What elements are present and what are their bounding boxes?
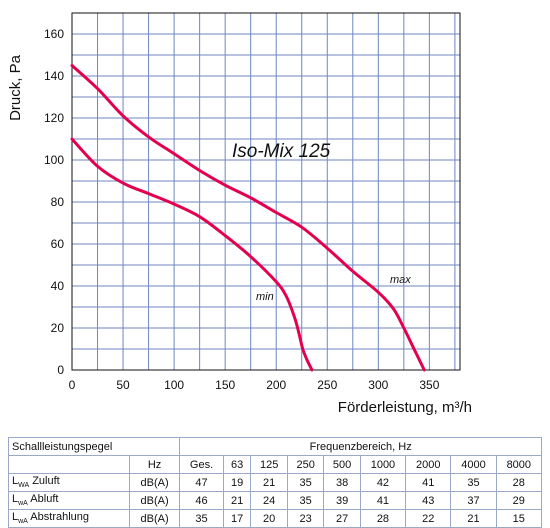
row-unit: dB(A) (128, 473, 181, 492)
frequency-column-header: 250 (286, 455, 325, 474)
table-cell-value: 47 (179, 473, 224, 492)
table-row: LwA Abstrahlung dB(A) 35 17 20 23 27 28 22 21 15 (8, 509, 543, 528)
table-title: Schallleistungspegel (7, 437, 181, 456)
frequency-column-header: 125 (250, 455, 288, 474)
x-tick-label: 0 (69, 378, 76, 392)
table-cell-value: 28 (359, 509, 407, 528)
table-cell-value: 15 (495, 509, 543, 528)
row-unit: dB(A) (128, 509, 181, 528)
x-tick-label: 200 (266, 378, 286, 392)
x-tick-label: 250 (317, 378, 337, 392)
row-label: LwA Abluft (8, 491, 130, 510)
frequency-column-header: 8000 (495, 455, 543, 474)
y-tick-label: 80 (51, 195, 65, 209)
frequency-column-header: 1000 (359, 455, 407, 474)
y-tick-label: 20 (51, 321, 65, 335)
unit-header: Hz (128, 455, 181, 474)
table-cell-value: 21 (222, 491, 252, 510)
frequency-header: Frequenzbereich, Hz (179, 437, 542, 456)
series-label-max: max (390, 274, 411, 286)
chart-title: Iso-Mix 125 (232, 141, 331, 162)
table-row: LWA Zuluft dB(A) 47 19 21 35 38 42 41 35 28 (8, 473, 543, 492)
frequency-column-header: 500 (323, 455, 361, 474)
table-cell-value: 35 (450, 473, 497, 492)
series-line-max (70, 64, 426, 372)
y-tick-label: 120 (44, 111, 64, 125)
y-tick-label: 140 (44, 69, 64, 83)
x-tick-label: 150 (215, 378, 235, 392)
frequency-column-header: 2000 (405, 455, 452, 474)
table-cell-value: 35 (286, 491, 325, 510)
table-cell-value: 24 (250, 491, 288, 510)
table-cell-value: 41 (359, 491, 407, 510)
series-label-min: min (256, 291, 274, 303)
table-cell-value: 27 (323, 509, 361, 528)
table-cell-value: 39 (323, 491, 361, 510)
table-cell-value: 29 (495, 491, 543, 510)
table-cell-value: 20 (250, 509, 288, 528)
x-tick-label: 50 (116, 378, 130, 392)
x-axis-title: Förderleistung, m³/h (338, 399, 472, 416)
x-tick-label: 300 (368, 378, 388, 392)
sound-power-table: Schallleistungspegel Frequenzbereich, Hz H… (7, 437, 543, 528)
row-unit: dB(A) (128, 491, 181, 510)
y-tick-label: 100 (44, 153, 64, 167)
table-cell-value: 38 (323, 473, 361, 492)
table-cell-value: 28 (495, 473, 543, 492)
table-cell-value: 21 (250, 473, 288, 492)
row-label: LWA Zuluft (8, 473, 130, 492)
table-cell-value: 46 (179, 491, 224, 510)
frequency-column-header: 4000 (450, 455, 497, 474)
table-cell-value: 41 (405, 473, 452, 492)
table-cell-value: 35 (179, 509, 224, 528)
table-cell-value: 35 (286, 473, 325, 492)
table-cell-value: 37 (450, 491, 497, 510)
frequency-column-header: 63 (222, 455, 252, 474)
table-cell-value: 23 (286, 509, 325, 528)
pressure-flow-chart: 0 20 40 60 80 100 120 140 160 0 50 100 150 200 250 300 3… (7, 12, 472, 416)
table-cell-value: 22 (405, 509, 452, 528)
y-tick-label: 40 (51, 279, 65, 293)
series-line-min (70, 137, 314, 372)
table-cell-value: 19 (222, 473, 252, 492)
table-row: LwA Abluft dB(A) 46 21 24 35 39 41 43 37 29 (8, 491, 543, 510)
table-cell-value: 21 (450, 509, 497, 528)
y-tick-label: 160 (44, 27, 64, 41)
table-cell-value: 42 (359, 473, 407, 492)
table-corner-cell (8, 455, 130, 474)
table-header-row: Schallleistungspegel Frequenzbereich, Hz (7, 437, 542, 456)
table-cell-value: 17 (222, 509, 252, 528)
plot-frame (71, 12, 461, 371)
y-axis-title: Druck, Pa (7, 54, 24, 121)
y-tick-label: 0 (57, 363, 64, 377)
x-tick-label: 100 (164, 378, 184, 392)
y-tick-label: 60 (51, 237, 65, 251)
frequency-column-header: Ges. (179, 455, 224, 474)
table-header-row: Hz Ges. 63 125 250 500 1000 2000 4000 8000 (8, 455, 543, 474)
x-tick-label: 350 (419, 378, 439, 392)
table-cell-value: 43 (405, 491, 452, 510)
row-label: LwA Abstrahlung (8, 509, 130, 528)
